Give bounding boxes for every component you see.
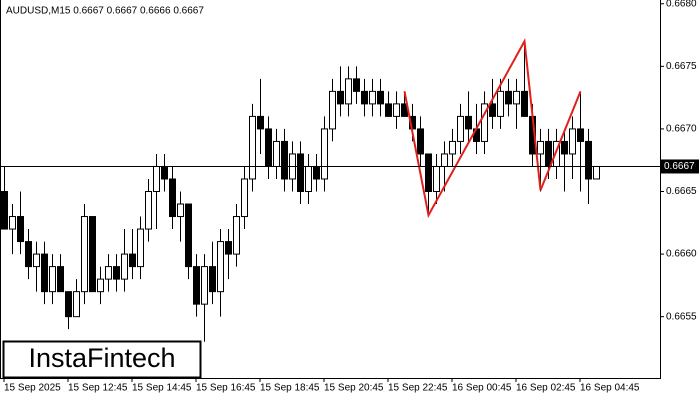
candle-body — [241, 178, 248, 218]
brand-box — [2, 340, 202, 379]
candle-body — [1, 191, 8, 230]
candle-body — [481, 103, 488, 142]
y-tick-label: 0.6670 — [666, 124, 697, 135]
candle-body — [521, 90, 528, 117]
candle-body — [385, 103, 392, 117]
candle-body — [33, 253, 40, 268]
candle-body — [57, 266, 64, 293]
x-tick-label: 15 Sep 20:45 — [324, 383, 384, 394]
candle-body — [593, 165, 600, 180]
candle-body — [337, 90, 344, 105]
candle-body — [353, 78, 360, 92]
candle-body — [129, 253, 136, 268]
candle-body — [121, 253, 128, 280]
candle-body — [345, 78, 352, 105]
y-tick-label: 0.6675 — [666, 61, 697, 72]
x-tick-label: 16 Sep 04:45 — [580, 383, 640, 394]
candle-body — [561, 140, 568, 155]
candle-body — [377, 90, 384, 105]
candle-body — [585, 140, 592, 180]
candle-body — [217, 241, 224, 293]
candle-body — [489, 103, 496, 117]
candle-body — [9, 216, 16, 230]
candle-body — [497, 90, 504, 117]
candle-body — [97, 278, 104, 293]
candle-body — [249, 115, 256, 180]
candle-body — [257, 115, 264, 130]
x-tick-label: 16 Sep 00:45 — [452, 383, 512, 394]
candle-body — [281, 140, 288, 180]
x-tick-label: 15 Sep 14:45 — [132, 383, 192, 394]
candle-body — [321, 128, 328, 180]
candle-body — [433, 165, 440, 193]
candle-body — [41, 253, 48, 293]
candle-body — [81, 216, 88, 293]
candle-body — [361, 90, 368, 105]
candle-body — [417, 128, 424, 155]
y-tick-label: 0.6680 — [666, 0, 697, 9]
candle-body — [369, 90, 376, 105]
x-tick-label: 15 Sep 16:45 — [196, 383, 256, 394]
candle-body — [153, 165, 160, 193]
candle-body — [225, 241, 232, 255]
x-tick-label: 16 Sep 02:45 — [516, 383, 576, 394]
x-tick-label: 15 Sep 12:45 — [68, 383, 128, 394]
candle-body — [89, 216, 96, 293]
candle-body — [505, 90, 512, 105]
candle-body — [169, 178, 176, 218]
candle-body — [233, 216, 240, 255]
chart-title: AUDUSD,M15 0.6667 0.6667 0.6666 0.6667 — [6, 6, 204, 17]
candle-body — [65, 291, 72, 318]
y-tick-label: 0.6655 — [666, 311, 697, 322]
candle-body — [449, 140, 456, 155]
candle-body — [25, 241, 32, 268]
y-tick-label: 0.6660 — [666, 249, 697, 260]
candle-body — [113, 266, 120, 280]
candle-body — [577, 128, 584, 142]
candle-body — [17, 216, 24, 243]
x-tick-label: 15 Sep 2025 — [4, 383, 61, 394]
candle-body — [313, 165, 320, 180]
candle-body — [329, 90, 336, 130]
candle-body — [513, 90, 520, 105]
candle-body — [465, 115, 472, 130]
candle-body — [393, 103, 400, 117]
candle-body — [441, 153, 448, 167]
candle-body — [193, 266, 200, 305]
candle-body — [273, 140, 280, 167]
candle-body — [425, 153, 432, 193]
candle-body — [265, 128, 272, 167]
candle-body — [185, 203, 192, 268]
x-tick-label: 15 Sep 18:45 — [260, 383, 320, 394]
candle-body — [297, 153, 304, 193]
candle-body — [305, 165, 312, 193]
x-tick-label: 15 Sep 22:45 — [388, 383, 448, 394]
candle-body — [137, 228, 144, 268]
brand-logo: InstaFintech — [28, 343, 175, 373]
current-price-label: 0.6667 — [664, 161, 695, 172]
y-tick-label: 0.6665 — [666, 186, 697, 197]
candle-body — [161, 165, 168, 180]
candle-body — [49, 266, 56, 293]
pattern-line — [403, 38, 582, 219]
candle-body — [145, 191, 152, 230]
candle-body — [201, 266, 208, 305]
candle-body — [537, 140, 544, 155]
candle-body — [457, 115, 464, 142]
current-price-box — [661, 159, 699, 174]
candle-body — [177, 203, 184, 218]
candle-body — [73, 291, 80, 318]
candle-body — [209, 266, 216, 293]
candle-body — [105, 266, 112, 280]
candle-body — [569, 128, 576, 155]
